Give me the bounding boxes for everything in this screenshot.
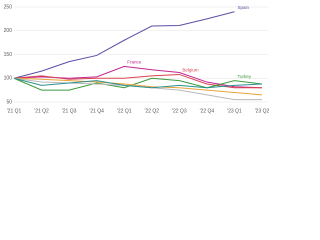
x-tick-label: '21 Q4	[89, 108, 104, 114]
y-tick-label: 200	[4, 28, 13, 34]
series-line	[13, 77, 263, 89]
x-tick-label: '22 Q4	[200, 108, 215, 114]
x-tick-label: '22 Q3	[172, 108, 187, 114]
x-tick-label: '22 Q1	[117, 108, 132, 114]
x-tick-label: '21 Q3	[62, 108, 77, 114]
series-label: Belgium	[182, 68, 199, 73]
series-label: Spain	[237, 5, 249, 10]
y-tick-label: 250	[4, 4, 13, 10]
x-tick-label: '21 Q1	[7, 108, 22, 114]
series-label: Turkey	[237, 74, 251, 79]
chart: 50 100 150 200 250 '21 Q1 '21 Q2 '21 Q3 '21 Q4 '2…	[4, 4, 270, 114]
series-line	[13, 77, 262, 101]
series-line	[13, 77, 263, 91]
series-line	[13, 73, 262, 89]
x-tick-label: '23 Q2	[255, 108, 270, 114]
y-tick-label: 100	[4, 76, 13, 82]
y-tick-label: 150	[4, 52, 13, 58]
x-tick-label: '23 Q1	[227, 108, 242, 114]
y-tick-label: 50	[6, 99, 12, 105]
series-label: France	[127, 60, 142, 65]
x-tick-label: '21 Q2	[34, 108, 49, 114]
x-tick-label: '22 Q2	[144, 108, 159, 114]
series-line	[13, 11, 235, 79]
series-line	[13, 77, 263, 96]
